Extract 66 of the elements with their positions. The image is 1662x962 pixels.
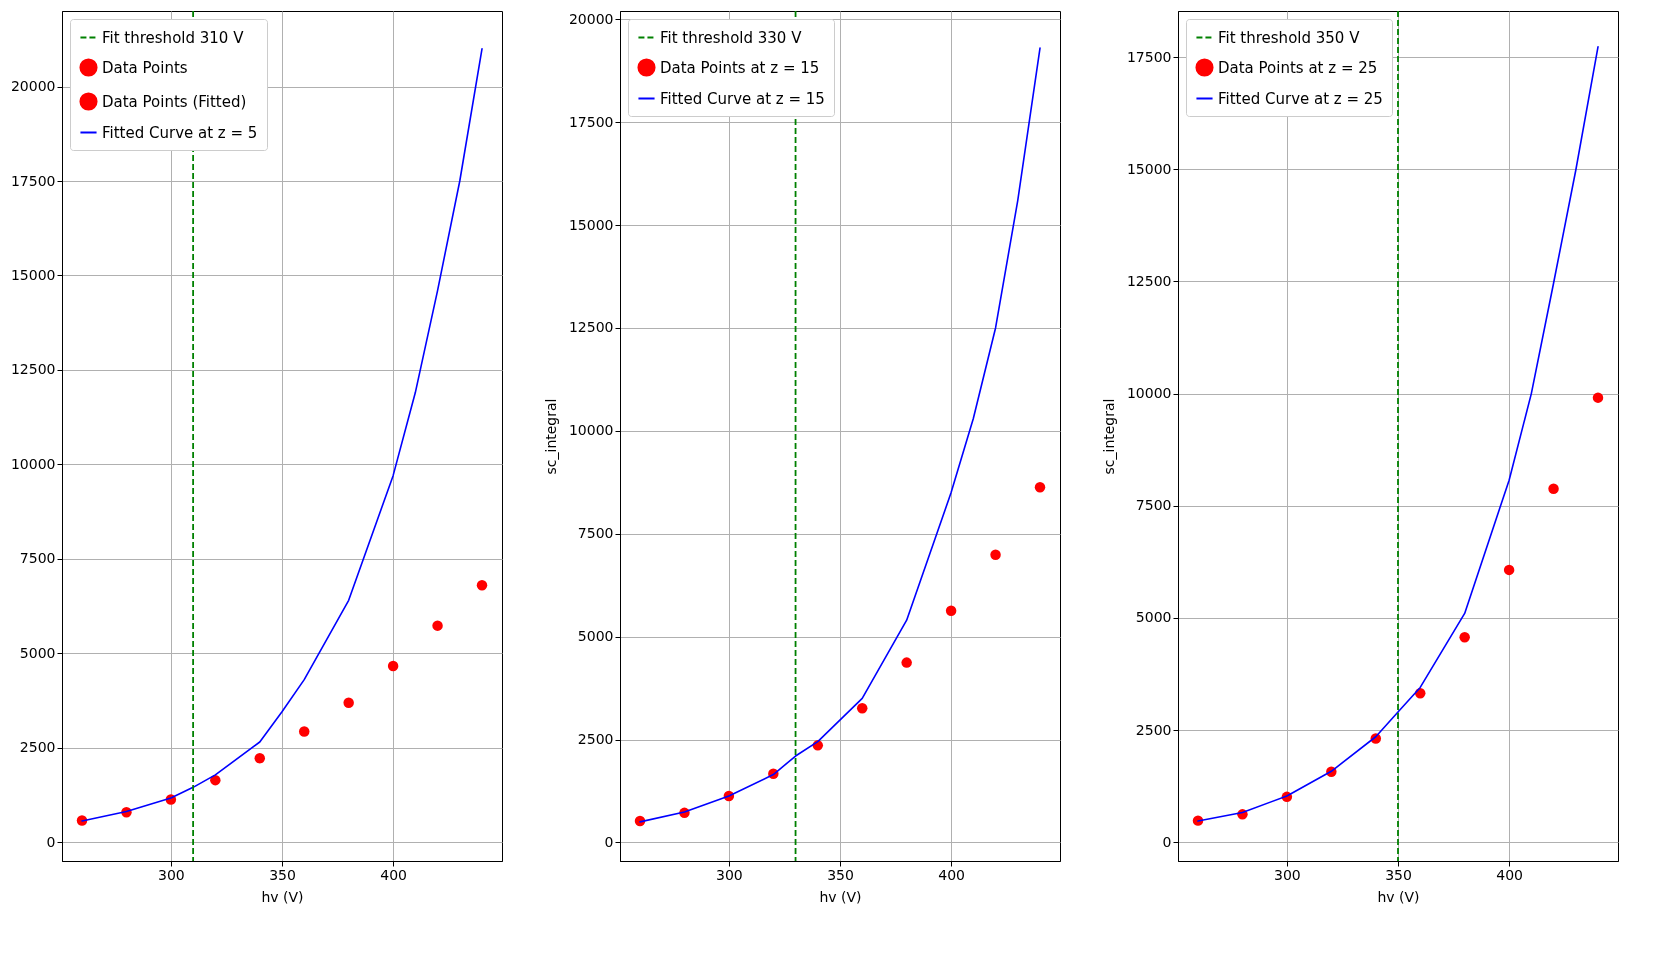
point <box>1459 631 1470 643</box>
point <box>990 549 1001 560</box>
y-tick-label: 15000 <box>568 216 614 233</box>
point <box>476 579 488 591</box>
point <box>387 660 399 672</box>
y-tick-label: 0 <box>604 833 614 850</box>
y-tick-label: 17500 <box>568 113 614 130</box>
y-tick-label: 5000 <box>1135 609 1172 626</box>
x-axis-title: hv (V) <box>1377 888 1420 905</box>
y-tick-label: 10000 <box>1126 385 1172 402</box>
ref-line-label: Fit threshold 350 V <box>1218 28 1361 47</box>
x-tick-label: 400 <box>1496 866 1523 883</box>
point <box>901 657 912 668</box>
legend-label: Fitted Curve at z = 25 <box>1218 89 1383 108</box>
point <box>856 703 868 714</box>
y-tick-label: 2500 <box>1135 721 1172 738</box>
point <box>210 774 221 786</box>
y-tick-label: 12500 <box>10 361 56 378</box>
legend-label: Data Points (Fitted) <box>102 92 247 111</box>
point <box>1034 482 1046 493</box>
ref-line-label: Fit threshold 310 V <box>102 28 245 47</box>
point <box>945 605 957 616</box>
x-tick-label: 400 <box>380 866 407 883</box>
y-tick-label: 20000 <box>568 10 614 27</box>
y-tick-label: 12500 <box>1126 272 1172 289</box>
legend-label: Fitted Curve at z = 5 <box>102 123 258 142</box>
point <box>343 697 354 708</box>
legend-label: Fitted Curve at z = 15 <box>660 89 825 108</box>
y-tick-label: 12500 <box>568 319 614 336</box>
y-tick-label: 10000 <box>10 455 56 472</box>
ref-line-label: Fit threshold 330 V <box>660 28 803 47</box>
y-tick-label: 20000 <box>10 78 56 95</box>
x-axis-title: hv (V) <box>261 888 304 905</box>
y-tick-label: 2500 <box>577 731 614 748</box>
y-tick-label: 15000 <box>1126 160 1172 177</box>
x-tick-label: 350 <box>827 866 854 883</box>
point <box>298 726 310 737</box>
legend-label: Data Points at z = 15 <box>660 58 820 77</box>
point <box>1548 483 1559 494</box>
y-tick-label: 7500 <box>1135 497 1172 514</box>
x-axis-title: hv (V) <box>819 888 862 905</box>
legend-label: Data Points <box>102 58 188 77</box>
x-tick-label: 350 <box>1385 866 1412 883</box>
y-tick-label: 17500 <box>10 172 56 189</box>
x-tick-label: 400 <box>938 866 965 883</box>
y-tick-label: 15000 <box>10 266 56 283</box>
y-tick-label: 7500 <box>19 550 56 567</box>
y-axis-title: sc_integral <box>1100 398 1117 475</box>
point <box>432 620 443 631</box>
y-tick-label: 7500 <box>577 525 614 542</box>
y-tick-label: 0 <box>46 833 56 850</box>
point <box>254 753 266 764</box>
x-tick-label: 350 <box>269 866 296 883</box>
y-tick-label: 0 <box>1162 833 1172 850</box>
y-tick-label: 10000 <box>568 422 614 439</box>
y-tick-label: 5000 <box>577 628 614 645</box>
point <box>1503 564 1515 576</box>
x-tick-label: 300 <box>716 866 743 883</box>
y-tick-label: 5000 <box>19 644 56 661</box>
x-tick-label: 300 <box>158 866 185 883</box>
x-tick-label: 300 <box>1274 866 1301 883</box>
legend-label: Data Points at z = 25 <box>1218 58 1378 77</box>
point <box>1592 392 1604 403</box>
y-tick-label: 17500 <box>1126 48 1172 65</box>
y-axis-title: sc_integral <box>542 398 559 475</box>
y-tick-label: 2500 <box>19 739 56 756</box>
